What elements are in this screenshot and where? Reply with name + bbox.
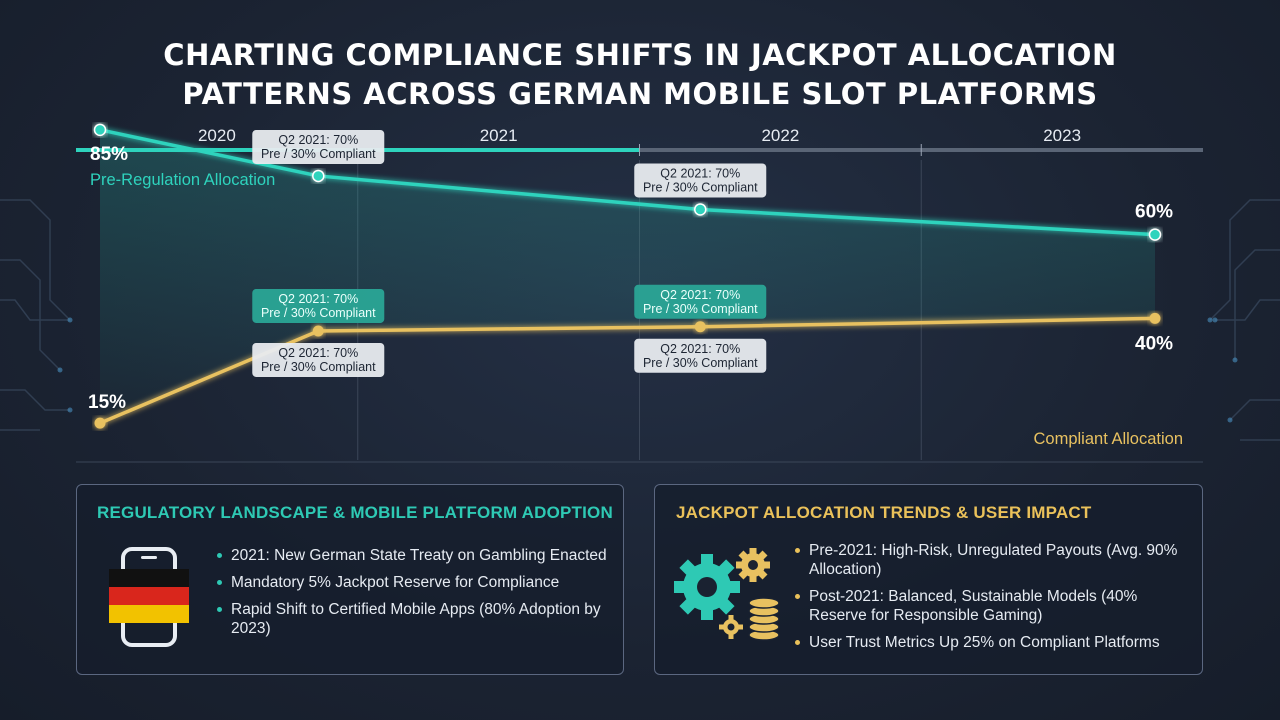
data-value-label: 15% [88,392,126,413]
callout-text: Pre / 30% Compliant [643,302,758,316]
x-tick-label: 2021 [480,126,518,145]
page-title: CHARTING COMPLIANCE SHIFTS IN JACKPOT AL… [0,36,1280,114]
callout-text: Q2 2021: 70% [278,292,358,306]
callout-text: Q2 2021: 70% [660,166,740,180]
gears-and-coins-icon [674,548,780,641]
allocation-line-chart: 2020 2021 2022 2023 Q2 2021: 70%Pre / 30% C… [76,123,1203,463]
callout-text: Q2 2021: 70% [278,346,358,360]
x-tick-label: 2020 [198,126,236,145]
compliant-point [312,325,324,337]
trends-bullet-list: Pre-2021: High-Risk, Unregulated Payouts… [795,541,1195,660]
list-item: Mandatory 5% Jackpot Reserve for Complia… [217,573,617,592]
callout-box [634,338,767,373]
pre-regulation-point [312,169,325,183]
x-tick-label: 2023 [1043,126,1081,145]
callout-text: Pre / 30% Compliant [261,306,376,320]
annotation-callout: Q2 2021: 70%Pre / 30% Compliant [252,342,385,377]
callout-text: Q2 2021: 70% [660,342,740,356]
callout-text: Q2 2021: 70% [278,133,358,147]
callout-text: Pre / 30% Compliant [261,147,376,161]
list-item: User Trust Metrics Up 25% on Compliant P… [795,633,1195,652]
list-item: Post-2021: Balanced, Sustainable Models … [795,587,1195,625]
compliant-point [1149,312,1161,324]
callout-text: Pre / 30% Compliant [643,356,758,370]
title-line-1: CHARTING COMPLIANCE SHIFTS IN JACKPOT AL… [163,38,1117,72]
callout-box [252,288,385,323]
callout-box [252,129,385,164]
callout-box [634,163,767,198]
callout-text: Q2 2021: 70% [660,288,740,302]
list-item: 2021: New German State Treaty on Gamblin… [217,546,617,565]
annotation-callout: Q2 2021: 70%Pre / 30% Compliant [634,338,767,373]
pre-regulation-point [694,203,707,216]
compliant-point [94,417,106,429]
annotation-callout: Q2 2021: 70%Pre / 30% Compliant [634,163,767,198]
compliant-series-line [99,316,1156,425]
pre-regulation-point [93,123,107,137]
callout-box [252,342,385,377]
callout-text: Pre / 30% Compliant [261,360,376,374]
list-item: Rapid Shift to Certified Mobile Apps (80… [217,600,617,638]
phone-with-german-flag-icon [109,547,189,647]
annotation-callout: Q2 2021: 70%Pre / 30% Compliant [634,284,767,319]
title-line-2: PATTERNS ACROSS GERMAN MOBILE SLOT PLATF… [182,77,1098,111]
pre-regulation-series-line [99,128,1156,237]
callout-text: Pre / 30% Compliant [643,180,758,194]
data-value-label: 60% [1135,202,1173,223]
regulatory-panel-title: REGULATORY LANDSCAPE & MOBILE PLATFORM A… [97,503,613,522]
data-value-label: 85% [90,144,128,165]
x-tick-label: 2022 [761,126,799,145]
pre-regulation-point [1148,228,1162,241]
jackpot-trends-panel: JACKPOT ALLOCATION TRENDS & USER IMPACT [654,484,1203,675]
regulatory-bullet-list: 2021: New German State Treaty on Gamblin… [217,546,617,646]
list-item: Pre-2021: High-Risk, Unregulated Payouts… [795,541,1195,579]
series-label-pre-regulation: Pre-Regulation Allocation [90,171,275,189]
trends-panel-title: JACKPOT ALLOCATION TRENDS & USER IMPACT [676,503,1092,522]
annotation-callout: Q2 2021: 70%Pre / 30% Compliant [252,129,385,164]
callout-box [634,284,767,319]
compliant-point [694,321,706,333]
annotation-callout: Q2 2021: 70%Pre / 30% Compliant [252,288,385,323]
regulatory-landscape-panel: REGULATORY LANDSCAPE & MOBILE PLATFORM A… [76,484,624,675]
series-label-compliant: Compliant Allocation [1034,430,1184,448]
pre-regulation-area [100,129,1155,424]
data-value-label: 40% [1135,333,1173,354]
